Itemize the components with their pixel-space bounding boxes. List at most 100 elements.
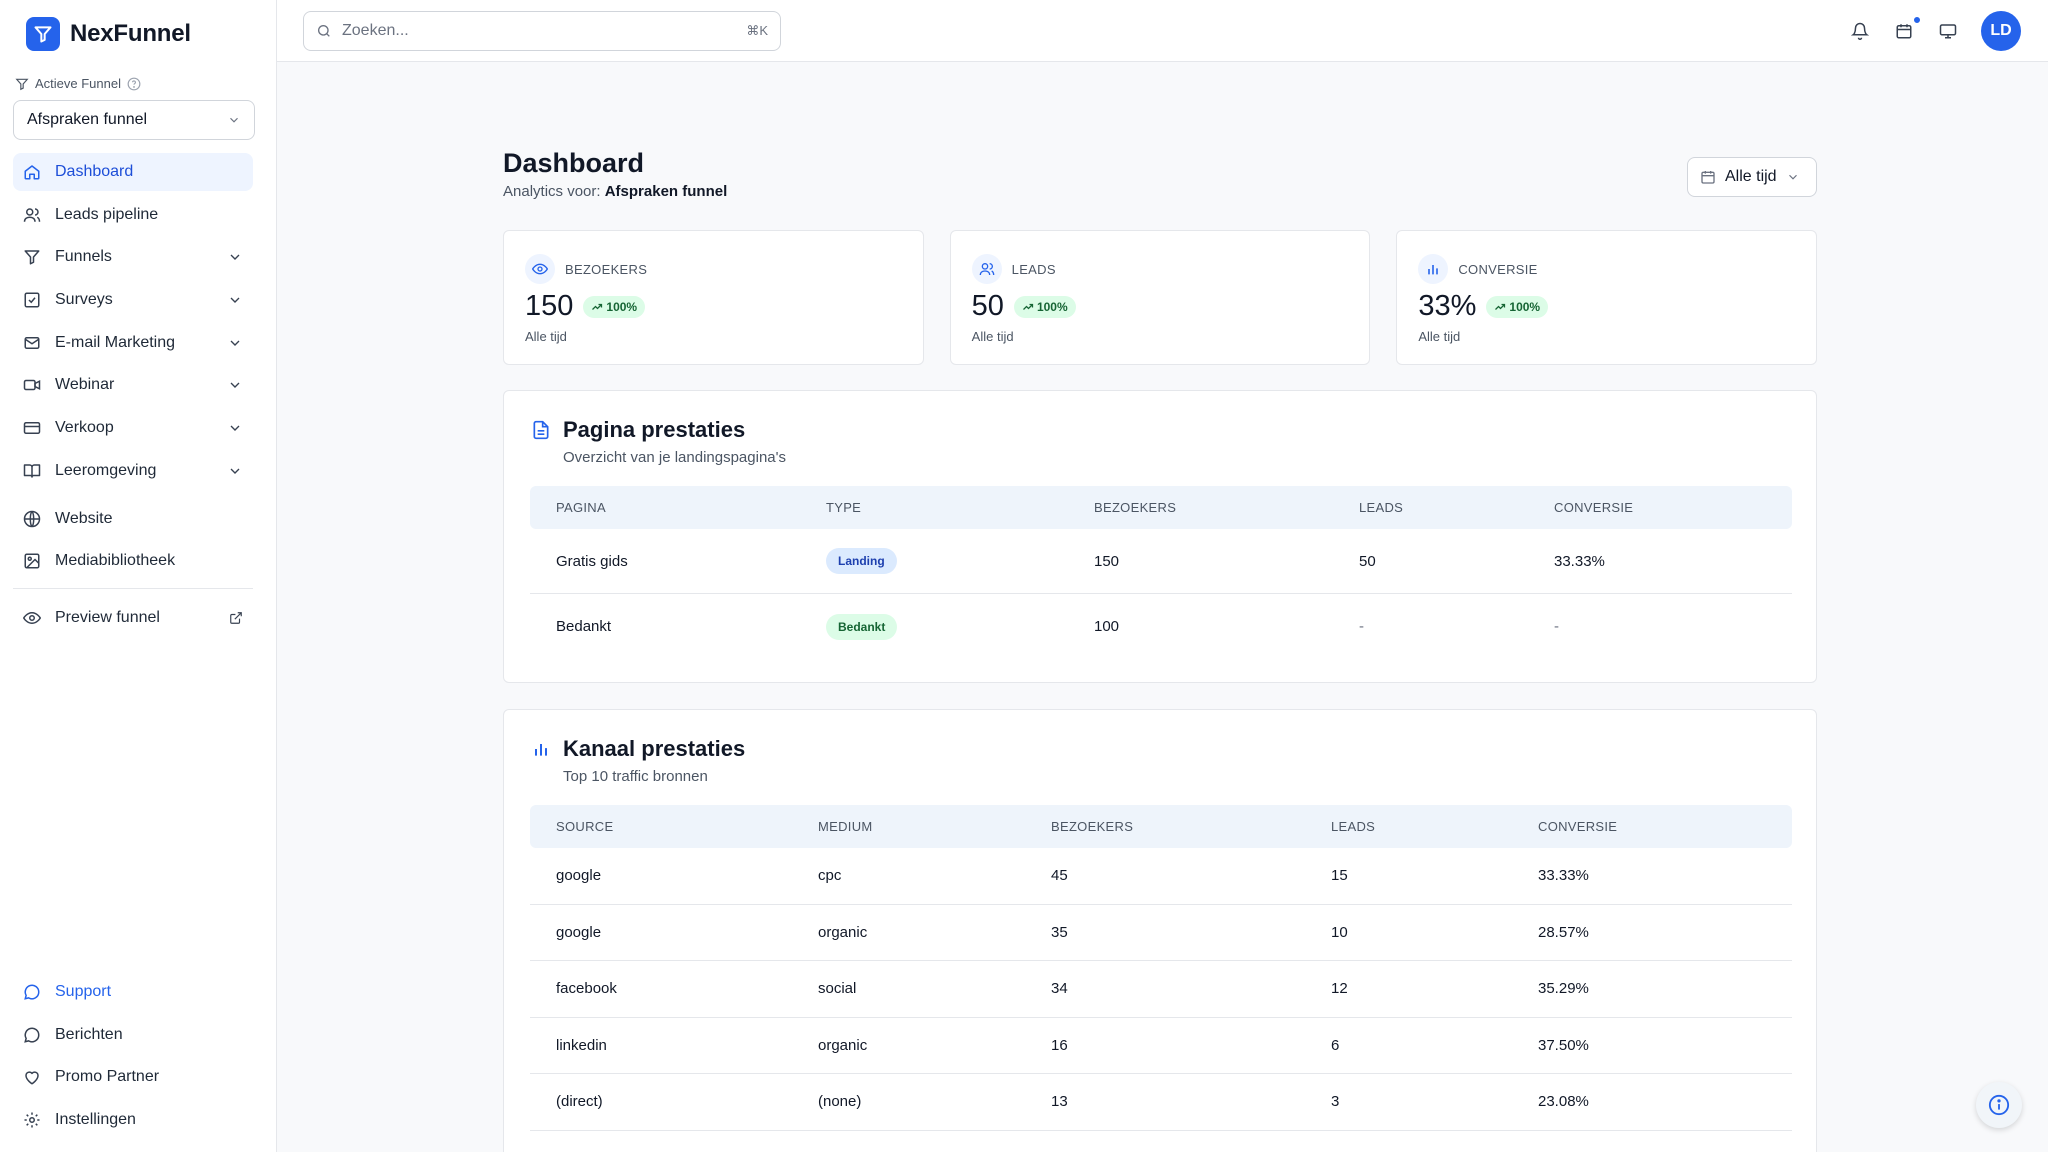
cell-conversie: - — [1554, 618, 1559, 635]
column-header[interactable]: LEADS — [1331, 819, 1376, 834]
chevron-down-icon[interactable] — [227, 420, 243, 436]
sidebar-item-funnels[interactable]: Funnels — [13, 238, 253, 276]
trend-up-icon — [1495, 303, 1506, 310]
table-row[interactable]: linkedin organic 16 6 37.50% — [530, 1018, 1792, 1074]
avatar[interactable]: LD — [1981, 11, 2021, 51]
column-header[interactable]: CONVERSIE — [1538, 819, 1618, 834]
sidebar-item-support[interactable]: Support — [13, 973, 253, 1011]
cell-leads: 10 — [1331, 923, 1348, 941]
cell-leads: 12 — [1331, 980, 1348, 998]
chevron-down-icon[interactable] — [227, 463, 243, 479]
table-row[interactable]: Bedankt Bedankt 100 - - — [530, 594, 1792, 659]
column-header[interactable]: SOURCE — [556, 819, 614, 834]
bar-chart-icon — [535, 744, 547, 756]
info-icon — [1988, 1094, 2010, 1116]
sidebar-item-email-marketing[interactable]: E-mail Marketing — [13, 324, 253, 362]
bell-icon[interactable] — [1849, 20, 1871, 42]
stat-period: Alle tijd — [525, 329, 567, 344]
monitor-icon[interactable] — [1937, 20, 1959, 42]
funnel-select-value: Afspraken funnel — [27, 111, 148, 128]
video-icon — [23, 376, 41, 394]
sidebar-item-label: Verkoop — [55, 419, 114, 437]
cell-bezoekers: 100 — [1094, 618, 1120, 635]
table-row[interactable]: (direct) (none) 13 3 23.08% — [530, 1074, 1792, 1131]
cell-bezoekers: 35 — [1051, 923, 1068, 941]
chevron-down-icon[interactable] — [227, 249, 243, 265]
info-button[interactable] — [1976, 1082, 2022, 1128]
chevron-down-icon[interactable] — [227, 292, 243, 308]
sidebar-item-leads-pipeline[interactable]: Leads pipeline — [13, 196, 253, 234]
column-header[interactable]: TYPE — [826, 500, 862, 515]
sidebar-item-webinar[interactable]: Webinar — [13, 366, 253, 404]
calendar-icon[interactable] — [1893, 15, 1922, 42]
bar-chart-icon — [1418, 254, 1449, 284]
period-value: Alle tijd — [1725, 168, 1777, 185]
chevron-down-icon[interactable] — [227, 335, 243, 351]
table-row[interactable]: facebook social 34 12 35.29% — [530, 961, 1792, 1018]
column-header[interactable]: CONVERSIE — [1554, 500, 1634, 515]
sidebar-item-instellingen[interactable]: Instellingen — [13, 1101, 253, 1139]
sidebar-item-label: Leads pipeline — [55, 205, 159, 223]
sidebar-item-surveys[interactable]: Surveys — [13, 281, 253, 319]
funnel-icon — [15, 78, 29, 90]
eye-icon — [23, 609, 41, 627]
calendar-icon — [1701, 171, 1715, 184]
table-row[interactable]: google organic 35 10 28.57% — [530, 905, 1792, 961]
column-header[interactable]: MEDIUM — [818, 819, 873, 834]
cell-medium: cpc — [818, 867, 842, 885]
stat-card-bezoekers: BEZOEKERS 150 100% Alle tijd — [503, 230, 924, 365]
cell-conversie: 37.50% — [1538, 1036, 1589, 1054]
sidebar-item-label: Support — [55, 983, 112, 1000]
sidebar-item-berichten[interactable]: Berichten — [13, 1016, 253, 1054]
stat-value: 150 — [525, 290, 574, 322]
table-row[interactable]: Gratis gids Landing 150 50 33.33% — [530, 529, 1792, 594]
channels-table: SOURCE MEDIUM BEZOEKERS LEADS CONVERSIE … — [530, 805, 1792, 1131]
card-subtitle: Top 10 traffic bronnen — [563, 768, 708, 785]
search-box[interactable]: ⌘K — [303, 11, 781, 51]
stat-change: 100% — [1509, 299, 1541, 314]
cell-leads: - — [1359, 618, 1364, 635]
cell-source: facebook — [556, 980, 617, 998]
cell-bezoekers: 13 — [1051, 1093, 1068, 1111]
sidebar-item-dashboard[interactable]: Dashboard — [13, 153, 253, 191]
sidebar-item-promo-partner[interactable]: Promo Partner — [13, 1058, 253, 1096]
active-funnel-text: Actieve Funnel — [35, 76, 121, 91]
sidebar-item-label: Berichten — [55, 1025, 123, 1043]
sidebar-item-verkoop[interactable]: Verkoop — [13, 409, 253, 447]
help-icon[interactable] — [127, 77, 141, 91]
cell-conversie: 28.57% — [1538, 923, 1589, 941]
checkbox-icon — [23, 291, 41, 309]
cell-pagina: Gratis gids — [556, 552, 628, 570]
search-input[interactable] — [342, 22, 737, 40]
column-header[interactable]: PAGINA — [556, 500, 606, 515]
app-name: NexFunnel — [70, 20, 191, 47]
period-select[interactable]: Alle tijd — [1687, 157, 1817, 197]
logo[interactable]: NexFunnel — [26, 17, 191, 51]
cell-medium: (none) — [818, 1093, 862, 1111]
sidebar-item-leeromgeving[interactable]: Leeromgeving — [13, 452, 253, 490]
search-icon — [318, 25, 330, 37]
sidebar-item-preview-funnel[interactable]: Preview funnel — [13, 599, 253, 637]
column-header[interactable]: BEZOEKERS — [1094, 500, 1177, 515]
sidebar-item-website[interactable]: Website — [13, 500, 253, 538]
card-subtitle: Overzicht van je landingspagina's — [563, 449, 786, 466]
cell-source: (direct) — [556, 1093, 603, 1111]
stat-change-badge: 100% — [1486, 295, 1549, 318]
stat-card-leads: LEADS 50 100% Alle tijd — [949, 230, 1371, 365]
chat-icon — [23, 983, 41, 1001]
table-row[interactable]: google cpc 45 15 33.33% — [530, 848, 1792, 905]
topbar-actions: LD — [1849, 11, 2021, 51]
topbar: ⌘K LD — [277, 0, 2048, 62]
page-subtitle-funnel: Afspraken funnel — [604, 183, 728, 200]
stat-change-badge: 100% — [583, 295, 646, 318]
stat-label: BEZOEKERS — [565, 261, 648, 277]
cell-medium: organic — [818, 1036, 868, 1054]
stat-label: CONVERSIE — [1458, 261, 1538, 277]
funnel-select[interactable]: Afspraken funnel — [13, 100, 255, 140]
sidebar-item-mediabibliotheek[interactable]: Mediabibliotheek — [13, 542, 253, 580]
funnel-logo-icon — [26, 17, 60, 51]
chevron-down-icon[interactable] — [227, 377, 243, 393]
column-header[interactable]: BEZOEKERS — [1051, 819, 1134, 834]
cell-leads: 6 — [1331, 1036, 1340, 1054]
column-header[interactable]: LEADS — [1359, 500, 1404, 515]
